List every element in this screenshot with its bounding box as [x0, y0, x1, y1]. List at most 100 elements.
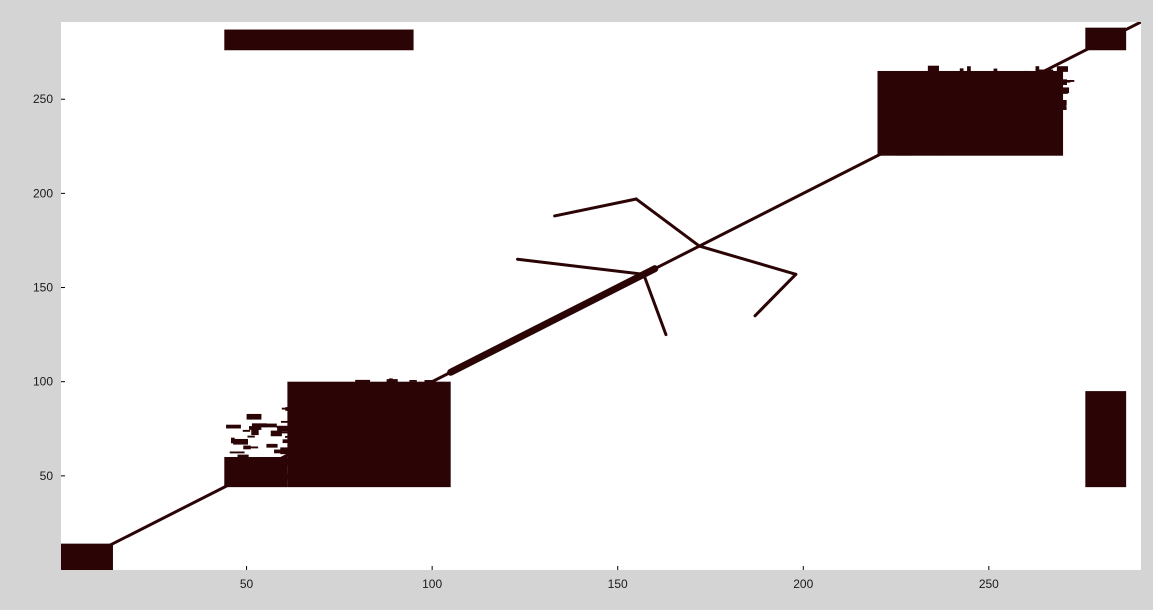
matrix-cell	[362, 432, 371, 435]
matrix-cell	[408, 447, 413, 450]
matrix-cell	[1048, 84, 1061, 87]
matrix-cell	[938, 151, 954, 154]
matrix-cell	[285, 407, 290, 411]
matrix-cell	[1021, 124, 1033, 131]
matrix-cell	[984, 120, 992, 123]
matrix-cell	[291, 447, 299, 451]
matrix-cell	[251, 429, 259, 436]
matrix-cell	[953, 74, 961, 81]
matrix-cell	[941, 103, 946, 110]
matrix-cell	[247, 446, 259, 449]
matrix-cell	[388, 452, 397, 457]
matrix-cell	[967, 66, 971, 72]
matrix-cell	[418, 426, 423, 431]
matrix-block	[224, 29, 414, 51]
matrix-cell	[303, 412, 315, 419]
matrix-cell	[932, 84, 937, 90]
matrix-cell	[938, 132, 946, 137]
matrix-cell	[354, 428, 366, 432]
x-tick-label: 100	[422, 577, 442, 591]
matrix-cell	[247, 435, 255, 438]
matrix-cell	[356, 430, 361, 437]
matrix-cell	[301, 474, 313, 481]
matrix-cell	[386, 379, 398, 385]
matrix-cell	[246, 413, 262, 420]
matrix-cell	[364, 463, 376, 469]
matrix-cell	[993, 68, 998, 75]
matrix-cell	[325, 450, 333, 454]
matrix-cell	[369, 456, 378, 461]
matrix-cell	[1046, 100, 1050, 103]
matrix-cell	[361, 400, 373, 405]
matrix-cell	[1056, 66, 1068, 72]
matrix-cell	[373, 431, 385, 437]
matrix-cell	[904, 130, 912, 137]
matrix-cell	[1055, 80, 1071, 83]
matrix-cell	[998, 82, 1003, 87]
matrix-cell	[316, 423, 324, 425]
matrix-cell	[889, 98, 905, 104]
branch-curve	[553, 197, 638, 218]
matrix-cell	[1018, 99, 1030, 104]
matrix-cell	[412, 423, 420, 426]
matrix-cell	[285, 435, 300, 438]
matrix-cell	[898, 97, 914, 100]
matrix-cell	[316, 424, 328, 431]
matrix-cell	[913, 136, 928, 143]
matrix-cell	[991, 141, 1004, 143]
matrix-cell	[376, 453, 381, 458]
matrix-cell	[332, 440, 348, 445]
matrix-cell	[389, 397, 394, 403]
matrix-cell	[908, 123, 924, 126]
matrix-cell	[371, 409, 376, 414]
matrix-cell	[882, 118, 890, 125]
matrix-cell	[976, 143, 984, 150]
matrix-cell	[991, 139, 999, 142]
matrix-marks	[61, 22, 1141, 570]
matrix-cell	[345, 382, 357, 385]
matrix-cell	[332, 387, 336, 392]
matrix-cell	[334, 383, 346, 390]
matrix-cell	[238, 470, 243, 473]
matrix-cell	[933, 109, 938, 116]
matrix-cell	[371, 405, 379, 411]
matrix-cell	[1038, 69, 1054, 74]
matrix-cell	[300, 463, 308, 469]
matrix-cell	[280, 458, 292, 461]
matrix-cell	[422, 415, 431, 422]
y-tick-label: 250	[33, 92, 53, 106]
matrix-cell	[898, 92, 914, 97]
matrix-cell	[966, 110, 978, 113]
matrix-cell	[409, 380, 417, 382]
matrix-cell	[378, 400, 383, 405]
matrix-cell	[961, 73, 969, 75]
matrix-cell	[976, 122, 985, 128]
matrix-cell	[894, 107, 906, 110]
matrix-cell	[969, 117, 981, 124]
matrix-cell	[364, 394, 376, 397]
matrix-cell	[1030, 85, 1046, 91]
matrix-cell	[981, 138, 986, 141]
matrix-cell	[274, 449, 286, 454]
matrix-cell	[313, 403, 322, 410]
matrix-cell	[344, 440, 353, 443]
matrix-cell	[326, 481, 331, 483]
matrix-cell	[226, 424, 241, 429]
matrix-cell	[957, 90, 972, 96]
matrix-cell	[922, 114, 934, 121]
matrix-cell	[395, 386, 399, 391]
matrix-cell	[358, 421, 366, 426]
y-axis-ticks: 50 100 150 200 250	[33, 92, 65, 483]
matrix-cell	[230, 437, 235, 444]
y-tick-label: 150	[33, 281, 53, 295]
matrix-cell	[430, 387, 434, 393]
matrix-cell	[916, 119, 920, 124]
matrix-cell	[315, 443, 327, 446]
matrix-cell	[923, 120, 932, 125]
matrix-cell	[962, 78, 967, 84]
matrix-cell	[927, 65, 939, 72]
matrix-cell	[1020, 119, 1028, 122]
matrix-cell	[947, 107, 951, 113]
matrix-cell	[325, 416, 337, 418]
matrix-cell	[305, 436, 317, 442]
